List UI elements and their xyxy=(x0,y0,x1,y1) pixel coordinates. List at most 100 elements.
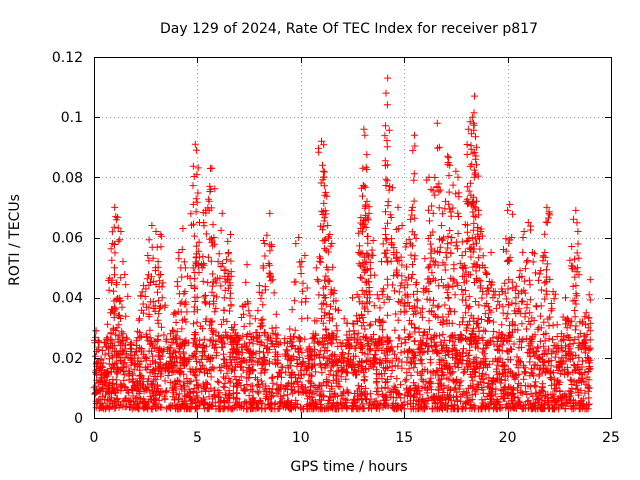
column-point xyxy=(353,291,361,299)
y-axis-label: ROTI / TECUs xyxy=(7,194,23,286)
noise-point xyxy=(286,405,294,413)
noise-point xyxy=(526,372,534,380)
data-point xyxy=(336,339,344,347)
column-point xyxy=(211,308,219,316)
column-point xyxy=(208,354,216,362)
noise-point xyxy=(486,395,494,403)
column-point xyxy=(464,304,472,312)
column-point xyxy=(238,355,246,362)
column-point xyxy=(206,337,214,345)
noise-point xyxy=(520,404,528,412)
noise-point xyxy=(420,348,428,356)
column-point xyxy=(232,350,240,358)
data-point xyxy=(475,206,483,214)
column-point xyxy=(526,309,534,317)
column-point xyxy=(380,298,388,306)
column-point xyxy=(208,317,216,325)
column-point xyxy=(108,276,116,284)
column-point xyxy=(324,266,332,274)
column-point xyxy=(269,329,277,337)
column-point xyxy=(367,320,375,328)
column-point xyxy=(431,247,439,255)
column-point xyxy=(249,340,257,348)
noise-point xyxy=(225,387,233,395)
column-point xyxy=(318,369,326,377)
noise-point xyxy=(154,332,162,340)
noise-point xyxy=(360,376,368,384)
noise-point xyxy=(524,257,532,264)
noise-point xyxy=(333,402,341,410)
column-point xyxy=(454,230,462,237)
noise-point xyxy=(323,360,331,368)
column-point xyxy=(129,375,137,383)
noise-point xyxy=(514,364,522,372)
column-point xyxy=(562,316,570,324)
column-point xyxy=(393,270,401,278)
noise-point xyxy=(95,404,103,412)
column-point xyxy=(296,258,304,266)
column-point xyxy=(406,317,414,325)
column-point xyxy=(110,223,118,231)
noise-point xyxy=(534,395,542,403)
column-point xyxy=(479,252,487,260)
noise-point xyxy=(342,403,350,411)
column-point xyxy=(478,294,486,302)
column-point xyxy=(199,253,207,261)
noise-point xyxy=(522,368,530,376)
noise-point xyxy=(571,313,579,321)
noise-point xyxy=(295,334,303,342)
column-point xyxy=(302,298,310,306)
column-point xyxy=(170,310,178,318)
noise-point xyxy=(248,350,256,358)
noise-point xyxy=(373,378,381,385)
noise-point xyxy=(192,403,200,410)
column-point xyxy=(542,278,550,286)
data-point xyxy=(442,197,450,205)
column-point xyxy=(317,363,325,371)
column-point xyxy=(570,215,577,223)
column-point xyxy=(505,239,513,247)
noise-point xyxy=(525,349,533,357)
noise-point xyxy=(532,347,540,355)
data-point xyxy=(171,309,179,317)
column-point xyxy=(363,249,371,257)
noise-point xyxy=(518,298,526,306)
column-point xyxy=(119,368,127,375)
column-point xyxy=(293,362,301,370)
data-point xyxy=(421,255,429,263)
noise-point xyxy=(550,375,558,383)
column-point xyxy=(299,287,307,295)
column-point xyxy=(217,320,225,328)
column-point xyxy=(475,301,483,309)
noise-point xyxy=(511,393,519,401)
noise-point xyxy=(178,385,186,393)
column-point xyxy=(298,349,306,357)
data-point xyxy=(460,279,468,287)
noise-point xyxy=(460,345,467,353)
noise-point xyxy=(262,382,270,390)
noise-point xyxy=(184,272,192,280)
column-point xyxy=(362,201,370,209)
column-point xyxy=(277,363,285,371)
noise-point xyxy=(403,263,410,271)
data-point xyxy=(528,249,536,256)
noise-point xyxy=(233,389,240,397)
column-point xyxy=(249,361,257,369)
column-point xyxy=(526,281,534,289)
column-point xyxy=(507,368,515,376)
noise-point xyxy=(263,393,271,401)
noise-point xyxy=(458,390,466,398)
column-point xyxy=(459,272,467,280)
column-point xyxy=(263,231,271,239)
data-point xyxy=(189,200,197,208)
column-point xyxy=(494,297,502,305)
noise-point xyxy=(530,399,538,407)
column-point xyxy=(479,288,487,296)
column-point xyxy=(322,272,330,280)
column-point xyxy=(454,245,462,253)
noise-point xyxy=(353,371,360,379)
column-point xyxy=(519,234,527,241)
noise-point xyxy=(392,355,400,363)
noise-point xyxy=(372,370,380,378)
data-point xyxy=(360,125,368,133)
